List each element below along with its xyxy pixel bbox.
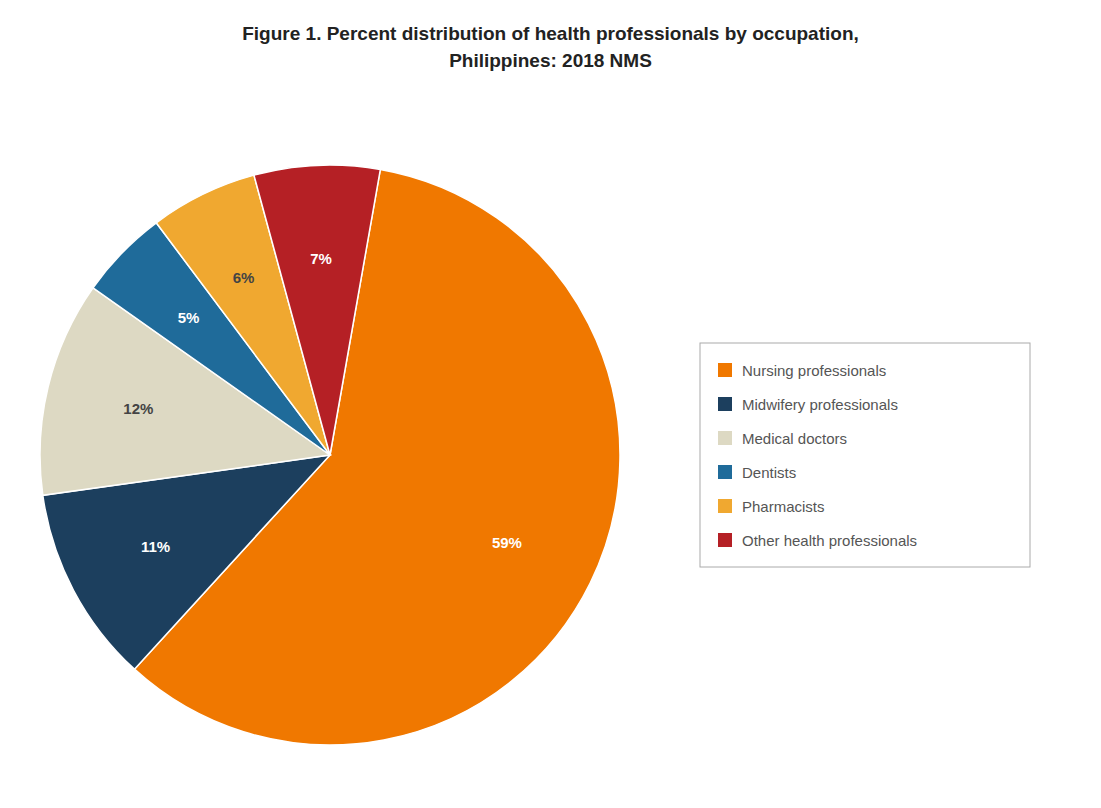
legend-swatch: [718, 363, 732, 377]
legend-entry: Dentists: [742, 464, 796, 481]
legend-swatch: [718, 431, 732, 445]
legend-swatch: [718, 397, 732, 411]
legend-frame: [700, 343, 1030, 567]
legend-entry: Midwifery professionals: [742, 396, 898, 413]
data-label: 12%: [123, 400, 153, 417]
chart: Figure 1. Percent distribution of health…: [0, 0, 1101, 808]
data-label: 7%: [310, 250, 332, 267]
data-label: 6%: [233, 269, 255, 286]
legend-swatch: [718, 499, 732, 513]
legend-swatch: [718, 465, 732, 479]
title: Figure 1. Percent distribution of health…: [242, 23, 859, 71]
chart-container: Figure 1. Percent distribution of health…: [0, 0, 1101, 808]
data-label: 11%: [141, 538, 170, 555]
legend: Nursing professionals Midwifery professio…: [700, 343, 1030, 567]
legend-entry: Other health professionals: [742, 532, 917, 549]
title-line: Figure 1. Percent distribution of health…: [242, 23, 859, 44]
data-labels: 59% 11% 12% 5% 6% 7%: [123, 250, 522, 556]
pie: [40, 165, 620, 745]
data-label: 5%: [178, 309, 200, 326]
legend-entry: Pharmacists: [742, 498, 825, 515]
legend-entry: Medical doctors: [742, 430, 847, 447]
data-label: 59%: [492, 534, 522, 551]
title-line: Philippines: 2018 NMS: [449, 50, 652, 71]
background: [0, 0, 1101, 808]
legend-entry: Nursing professionals: [742, 362, 886, 379]
legend-swatch: [718, 533, 732, 547]
pie-slice: [254, 165, 380, 455]
